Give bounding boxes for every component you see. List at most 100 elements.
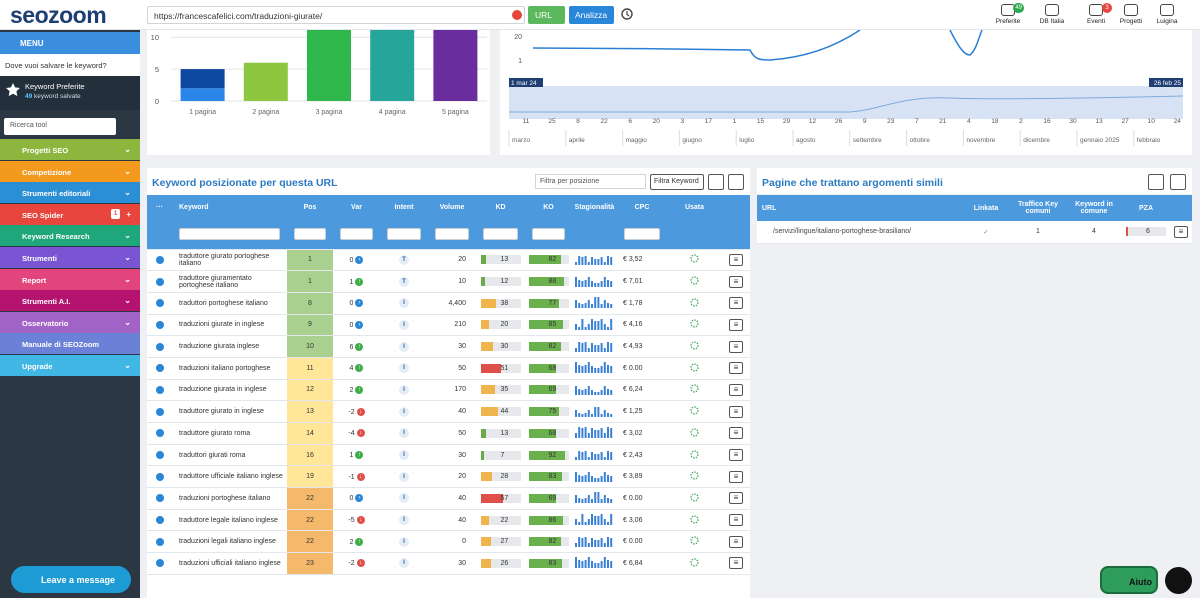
expand-button[interactable] <box>155 451 164 460</box>
menu-item[interactable]: Report ⌄ <box>0 268 140 290</box>
url-cell[interactable]: /servizi/lingue/italiano-portoghese-bras… <box>757 221 962 244</box>
cpc-cell: € 6,24 <box>617 379 667 402</box>
favorites[interactable]: Keyword Preferite 49 keyword salvate <box>0 76 140 110</box>
chat-button[interactable]: Leave a message <box>11 566 131 593</box>
header-cell[interactable]: PZA <box>1122 195 1170 221</box>
export-button[interactable] <box>728 174 744 190</box>
filter-input[interactable] <box>483 227 518 240</box>
menu-item[interactable]: Upgrade ⌄ <box>0 355 140 376</box>
expand-button[interactable] <box>155 429 164 438</box>
header-cell[interactable]: Pos <box>287 195 333 219</box>
expand-button[interactable] <box>155 385 164 394</box>
spark-bar <box>578 412 581 417</box>
header-cell[interactable]: Linkata <box>962 195 1010 221</box>
row-action[interactable]: ≡ <box>1174 225 1188 238</box>
row-action[interactable]: ≡ <box>729 449 743 462</box>
cpc-cell: € 1,25 <box>617 400 667 423</box>
menu-item[interactable]: Competizione ⌄ <box>0 160 140 182</box>
header-cell[interactable]: Var <box>333 195 380 219</box>
nav-item[interactable]: DB Italia <box>1030 4 1074 28</box>
row-action[interactable]: ≡ <box>729 470 743 483</box>
intent-badge: I <box>399 384 409 395</box>
row-action[interactable]: ≡ <box>729 405 743 418</box>
filter-input[interactable] <box>532 227 565 240</box>
position-filter[interactable]: Filtra per posizione <box>535 174 646 189</box>
header-cell[interactable]: URL <box>757 195 962 221</box>
menu-item[interactable]: Progetti SEO ⌄ <box>0 139 140 160</box>
history-icon[interactable] <box>620 7 634 21</box>
expand-button[interactable] <box>155 342 164 351</box>
header-cell[interactable]: CPC <box>617 195 667 219</box>
row-action[interactable]: ≡ <box>729 557 743 570</box>
header-cell[interactable]: KD <box>476 195 525 219</box>
expand-button[interactable] <box>155 277 164 286</box>
filter-input[interactable] <box>387 227 421 240</box>
menu-item[interactable]: Osservatorio ⌄ <box>0 311 140 333</box>
spark-bar <box>603 362 606 374</box>
filter-input[interactable] <box>179 227 280 240</box>
row-action[interactable]: ≡ <box>729 253 743 266</box>
expand-button[interactable] <box>155 472 164 481</box>
expand-button[interactable] <box>155 494 164 503</box>
menu-item[interactable]: Strumenti A.I. ⌄ <box>0 290 140 312</box>
nav-item[interactable]: Progetti <box>1109 4 1153 28</box>
row-action[interactable]: ≡ <box>729 318 743 331</box>
header-cell[interactable]: Intent <box>380 195 428 219</box>
clipboard-button[interactable] <box>708 174 724 190</box>
header-cell[interactable]: Keyword in comune <box>1066 195 1122 221</box>
nav-item[interactable]: Eventi 3 <box>1074 3 1118 28</box>
expand-button[interactable] <box>155 537 164 546</box>
help-button[interactable]: Aiuto <box>1100 566 1158 594</box>
url-input[interactable]: https://francescafelici.com/traduzioni-g… <box>147 6 525 24</box>
menu-header[interactable]: MENU <box>0 32 140 54</box>
row-action[interactable]: ≡ <box>729 514 743 527</box>
row-action[interactable]: ≡ <box>729 427 743 440</box>
filter-input[interactable] <box>294 227 326 240</box>
header-cell[interactable]: Stagionalità <box>572 195 617 219</box>
export-button[interactable] <box>1170 174 1186 190</box>
header-cell[interactable]: KO <box>525 195 572 219</box>
expand-button[interactable] <box>155 320 164 329</box>
header-cell[interactable]: Traffico Key comuni <box>1010 195 1066 221</box>
clear-button[interactable] <box>512 10 522 20</box>
filter-input[interactable] <box>340 227 373 240</box>
cookie-button[interactable] <box>1165 567 1192 594</box>
nav-item[interactable]: Luigina <box>1145 4 1189 28</box>
menu-item[interactable]: Strumenti editoriali ⌄ <box>0 182 140 204</box>
filter-input[interactable] <box>435 227 469 240</box>
filter-input[interactable] <box>624 227 660 240</box>
nav-item[interactable]: Preferite 49 <box>986 3 1030 28</box>
expand-button[interactable] <box>155 299 164 308</box>
kd-cell: 12 <box>476 270 525 293</box>
row-action[interactable]: ≡ <box>729 340 743 353</box>
row-action[interactable]: ≡ <box>729 297 743 310</box>
expand-button[interactable] <box>155 364 164 373</box>
row-action[interactable]: ≡ <box>729 383 743 396</box>
expand-button[interactable] <box>155 559 164 568</box>
save-prompt[interactable]: Dove vuoi salvare le keyword? <box>0 54 140 76</box>
clipboard-button[interactable] <box>1148 174 1164 190</box>
row-action[interactable]: ≡ <box>729 275 743 288</box>
menu-item[interactable]: Keyword Research ⌄ <box>0 225 140 247</box>
mode-dropdown[interactable]: URL <box>528 6 565 24</box>
analyze-button[interactable]: Analizza <box>569 6 614 24</box>
filter-button[interactable]: Filtra Keyword <box>650 174 704 190</box>
expand-button[interactable] <box>155 407 164 416</box>
tool-search[interactable]: Ricerca tool <box>4 118 116 135</box>
row-action[interactable]: ≡ <box>729 492 743 505</box>
menu-item[interactable]: Manuale di SEOZoom <box>0 333 140 355</box>
header-cell[interactable]: Usata <box>667 195 722 219</box>
sparkline <box>575 406 613 417</box>
ko-cell: 92 <box>525 444 572 467</box>
expand-button[interactable] <box>155 516 164 525</box>
header-cell[interactable]: Volume <box>428 195 476 219</box>
header-cell[interactable]: Keyword <box>172 195 287 219</box>
menu-item[interactable]: SEO Spider 1 + <box>0 203 140 225</box>
menu-item[interactable]: Strumenti ⌄ <box>0 247 140 268</box>
logo[interactable]: seozoom <box>10 2 107 28</box>
keyword-cell: traduttore giurato portoghese italiano <box>172 249 287 272</box>
expand-button[interactable] <box>155 255 164 264</box>
spark-bar <box>575 433 577 439</box>
row-action[interactable]: ≡ <box>729 362 743 375</box>
row-action[interactable]: ≡ <box>729 535 743 548</box>
